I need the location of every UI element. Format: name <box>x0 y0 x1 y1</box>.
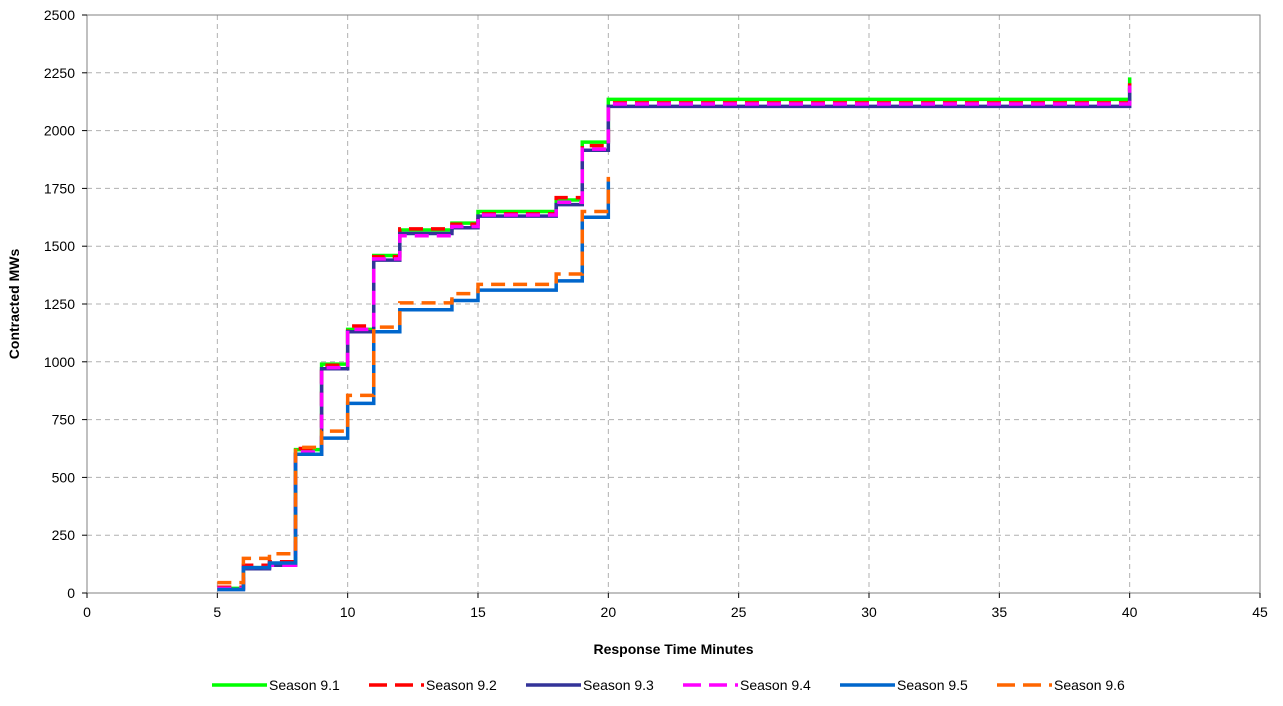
x-tick-label: 45 <box>1252 604 1268 620</box>
x-tick-label: 25 <box>731 604 747 620</box>
y-tick-label: 1250 <box>44 296 75 312</box>
x-tick-label: 15 <box>470 604 486 620</box>
x-axis-title: Response Time Minutes <box>593 641 753 657</box>
series-line-6 <box>217 176 611 585</box>
legend-label-2: Season 9.2 <box>426 677 497 693</box>
y-tick-label: 750 <box>52 412 76 428</box>
y-tick-label: 500 <box>52 469 76 485</box>
series-lines <box>217 77 1132 592</box>
legend-label-5: Season 9.5 <box>897 677 968 693</box>
x-tick-label: 0 <box>83 604 91 620</box>
x-tick-label: 35 <box>992 604 1008 620</box>
x-tick-label: 40 <box>1122 604 1138 620</box>
y-tick-label: 2500 <box>44 7 75 23</box>
x-axis-ticks: 0 5 10 15 20 25 30 35 40 45 <box>83 593 1268 620</box>
y-tick-label: 2000 <box>44 123 75 139</box>
x-tick-label: 20 <box>601 604 617 620</box>
y-tick-label: 2250 <box>44 65 75 81</box>
legend-label-1: Season 9.1 <box>269 677 340 693</box>
x-tick-label: 5 <box>213 604 221 620</box>
y-tick-label: 250 <box>52 527 76 543</box>
y-tick-label: 0 <box>67 585 75 601</box>
legend-label-4: Season 9.4 <box>740 677 811 693</box>
series-line-4 <box>217 85 1132 591</box>
y-tick-label: 1500 <box>44 238 75 254</box>
y-axis-title: Contracted MWs <box>6 249 22 360</box>
gridlines <box>87 15 1260 593</box>
y-axis-ticks: 0 250 500 750 1000 1250 1500 1750 2000 2250 2500 <box>44 7 87 601</box>
legend-label-3: Season 9.3 <box>583 677 654 693</box>
legend-label-6: Season 9.6 <box>1054 677 1125 693</box>
y-tick-label: 1000 <box>44 354 75 370</box>
legend: Season 9.1 Season 9.2 Season 9.3 Season 9.4… <box>212 677 1125 693</box>
x-tick-label: 10 <box>340 604 356 620</box>
x-tick-label: 30 <box>861 604 877 620</box>
y-tick-label: 1750 <box>44 180 75 196</box>
